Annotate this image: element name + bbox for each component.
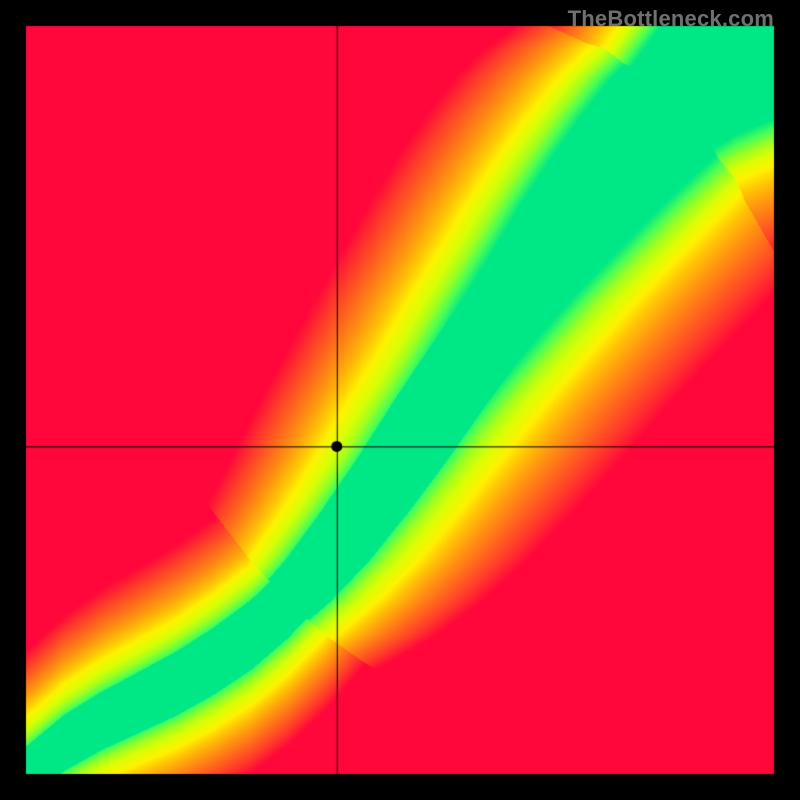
chart-container: TheBottleneck.com [0, 0, 800, 800]
watermark-text: TheBottleneck.com [568, 6, 774, 32]
bottleneck-heatmap [0, 0, 800, 800]
